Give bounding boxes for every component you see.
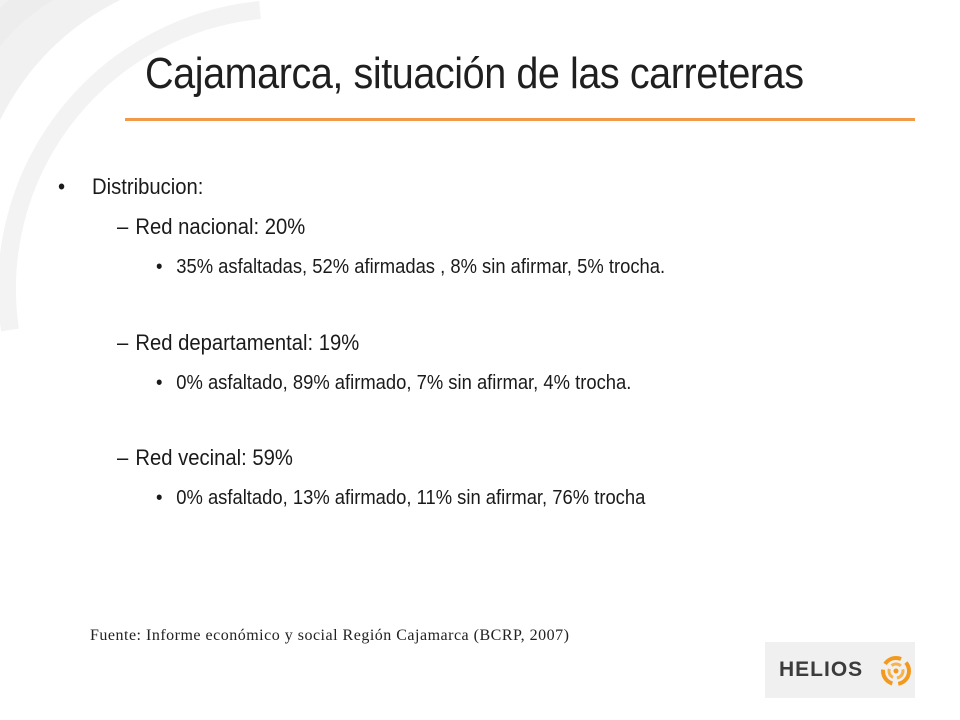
red-nacional-detail: 35% asfaltadas, 52% afirmadas , 8% sin a… — [176, 256, 666, 278]
dash-icon: – — [117, 214, 129, 239]
dash-icon: – — [117, 330, 129, 355]
title-underline — [125, 118, 915, 121]
detail-red-nacional: • 35% asfaltadas, 52% afirmadas , 8% sin … — [156, 256, 665, 279]
bullet-icon: • — [156, 487, 163, 509]
red-departamental-detail: 0% asfaltado, 89% afirmado, 7% sin afirm… — [176, 372, 632, 394]
detail-red-departamental: • 0% asfaltado, 89% afirmado, 7% sin afir… — [156, 372, 631, 395]
dash-icon: – — [117, 445, 129, 470]
item-red-vecinal: – Red vecinal: 59% — [117, 445, 293, 471]
red-departamental-label: Red departamental: 19% — [135, 330, 360, 355]
detail-red-vecinal: • 0% asfaltado, 13% afirmado, 11% sin afi… — [156, 487, 645, 510]
logo-wordmark: HELIOS — [779, 658, 864, 681]
distribucion-label: Distribucion: — [92, 174, 204, 199]
slide-title: Cajamarca, situación de las carreteras — [145, 49, 804, 98]
red-vecinal-detail: 0% asfaltado, 13% afirmado, 11% sin afir… — [176, 487, 646, 509]
red-vecinal-label: Red vecinal: 59% — [135, 445, 293, 470]
bullet-distribucion: • Distribucion: — [58, 174, 203, 200]
bullet-icon: • — [58, 174, 66, 199]
bullet-icon: • — [156, 372, 163, 394]
red-nacional-label: Red nacional: 20% — [135, 214, 306, 239]
item-red-departamental: – Red departamental: 19% — [117, 330, 359, 356]
source-note: Fuente: Informe económico y social Regió… — [90, 627, 570, 644]
bullet-icon: • — [156, 256, 163, 278]
swirl-logo-icon — [881, 656, 911, 686]
helios-logo: HELIOS — [765, 642, 915, 698]
item-red-nacional: – Red nacional: 20% — [117, 214, 305, 240]
